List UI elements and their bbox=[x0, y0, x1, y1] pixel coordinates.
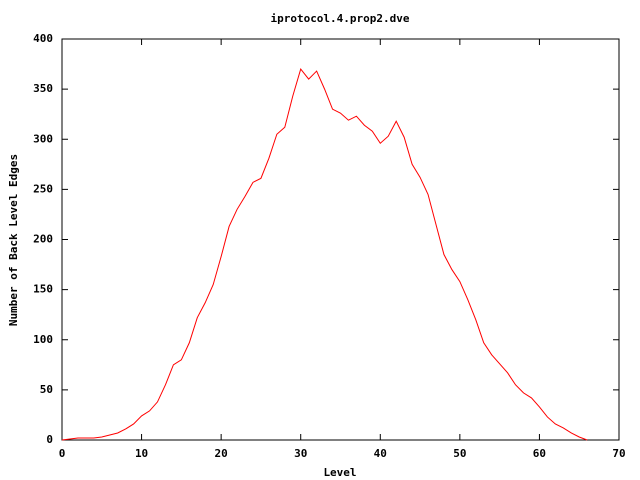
y-tick-label: 300 bbox=[33, 132, 53, 145]
y-tick-label: 150 bbox=[33, 283, 53, 296]
y-tick-label: 50 bbox=[40, 383, 53, 396]
x-tick-label: 60 bbox=[533, 447, 546, 460]
x-tick-label: 30 bbox=[294, 447, 307, 460]
x-tick-label: 50 bbox=[453, 447, 466, 460]
x-tick-label: 70 bbox=[612, 447, 625, 460]
x-tick-label: 40 bbox=[374, 447, 387, 460]
y-tick-label: 100 bbox=[33, 333, 53, 346]
y-tick-label: 250 bbox=[33, 182, 53, 195]
y-tick-label: 0 bbox=[46, 433, 53, 446]
y-axis-label: Number of Back Level Edges bbox=[7, 154, 20, 326]
y-tick-label: 400 bbox=[33, 32, 53, 45]
x-tick-label: 10 bbox=[135, 447, 148, 460]
data-line bbox=[61, 68, 588, 441]
x-tick-label: 0 bbox=[59, 447, 66, 460]
y-tick-label: 200 bbox=[33, 233, 53, 246]
chart-title: iprotocol.4.prop2.dve bbox=[270, 12, 409, 25]
x-axis-label: Level bbox=[323, 466, 356, 479]
x-tick-label: 20 bbox=[215, 447, 228, 460]
y-tick-label: 350 bbox=[33, 82, 53, 95]
